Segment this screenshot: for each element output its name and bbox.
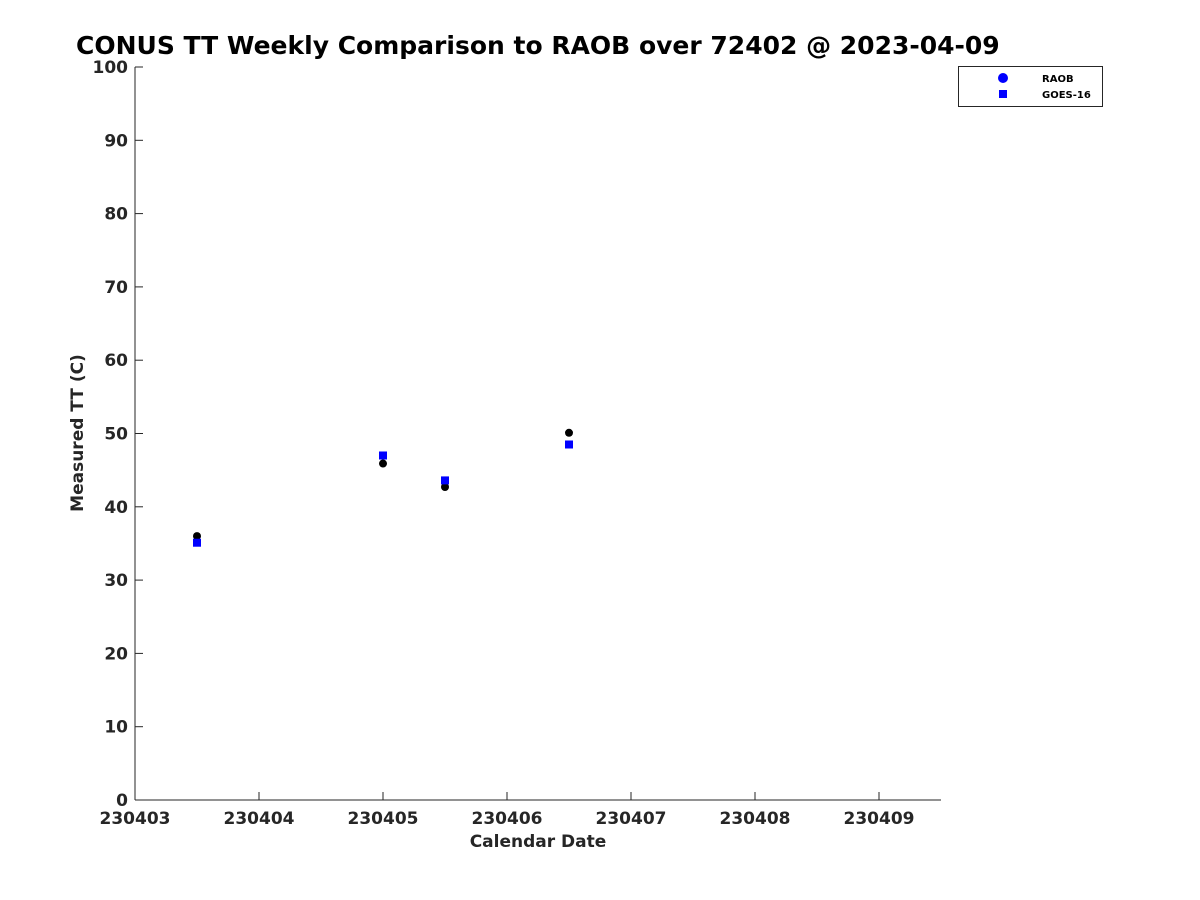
legend-marker-goes-16 (999, 90, 1007, 98)
plot-area (134, 67, 941, 801)
y-tick-label: 20 (104, 644, 128, 664)
x-tick-label: 230407 (596, 809, 667, 829)
y-tick-label: 40 (104, 498, 128, 518)
legend: RAOB GOES-16 (958, 66, 1103, 107)
point-raob (193, 532, 201, 541)
point-goes-16 (565, 440, 573, 449)
x-tick-label: 230405 (348, 809, 419, 829)
legend-marker-raob (998, 73, 1008, 83)
point-goes-16 (379, 451, 387, 460)
y-tick-label: 30 (104, 571, 128, 591)
chart-title: CONUS TT Weekly Comparison to RAOB over … (76, 31, 1000, 60)
data-points (193, 428, 573, 547)
y-axis-label: Measured TT (C) (68, 354, 88, 512)
x-tick-label: 230403 (100, 809, 171, 829)
legend-box (958, 66, 1103, 107)
x-tick-label: 230408 (720, 809, 791, 829)
x-ticks: 230403 230404 230405 230406 230407 230408 2304… (100, 792, 915, 829)
point-raob (379, 459, 387, 468)
y-tick-label: 10 (104, 718, 128, 738)
point-raob (565, 428, 573, 437)
point-raob (441, 483, 449, 492)
y-tick-label: 60 (104, 351, 128, 371)
y-tick-label: 70 (104, 278, 128, 298)
legend-label-goes-16: GOES-16 (1042, 90, 1091, 101)
y-tick-label: 100 (93, 58, 129, 78)
y-ticks: 0 10 20 30 40 50 60 70 80 90 100 (93, 58, 143, 811)
y-tick-label: 80 (104, 205, 128, 225)
legend-label-raob: RAOB (1042, 74, 1074, 85)
point-goes-16 (193, 538, 201, 547)
x-tick-label: 230404 (224, 809, 295, 829)
x-tick-label: 230409 (844, 809, 915, 829)
x-axis-label: Calendar Date (470, 832, 607, 852)
point-goes-16 (441, 476, 449, 485)
y-tick-label: 0 (116, 791, 128, 811)
y-tick-label: 50 (104, 425, 128, 445)
x-tick-label: 230406 (472, 809, 543, 829)
y-tick-label: 90 (104, 131, 128, 151)
